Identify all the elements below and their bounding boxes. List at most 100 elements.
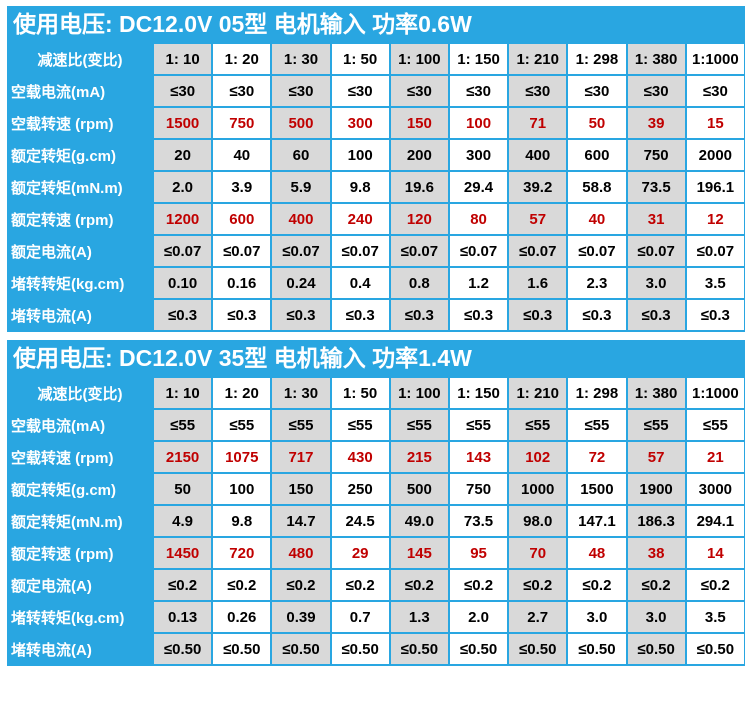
table-row: 堵转电流(A) ≤0.50 ≤0.50 ≤0.50 ≤0.50 ≤0.50 ≤0.50 ≤0.… — [8, 634, 744, 664]
value-cell: ≤0.50 — [331, 634, 389, 664]
row-label: 空载转速 (rpm) — [8, 108, 152, 138]
value-cell: 3.0 — [568, 602, 626, 632]
value-cell: ≤0.07 — [272, 236, 330, 266]
ratio-header-cell: 1: 20 — [213, 378, 271, 408]
value-cell: 80 — [449, 204, 508, 234]
row-label: 减速比(变比) — [8, 378, 152, 408]
value-cell: 3.5 — [686, 268, 744, 298]
ratio-header-cell: 1: 100 — [390, 44, 448, 74]
value-cell: ≤0.50 — [154, 634, 212, 664]
ratio-header-cell: 1:1000 — [686, 378, 744, 408]
value-cell: 3.9 — [213, 172, 271, 202]
row-label: 空载电流(mA) — [8, 76, 152, 106]
value-cell: ≤55 — [509, 410, 567, 440]
value-cell: 2.3 — [568, 268, 626, 298]
value-cell: 49.0 — [390, 506, 448, 536]
ratio-header-cell: 1: 50 — [331, 378, 389, 408]
value-cell: ≤0.3 — [213, 300, 271, 330]
value-cell: 73.5 — [449, 506, 508, 536]
value-cell: 120 — [390, 204, 448, 234]
value-cell: ≤0.2 — [686, 570, 744, 600]
value-cell: 100 — [449, 108, 508, 138]
value-cell: ≤55 — [568, 410, 626, 440]
value-cell: ≤55 — [686, 410, 744, 440]
ratio-header-cell: 1: 30 — [272, 44, 330, 74]
value-cell: 430 — [331, 442, 389, 472]
value-cell: 3.0 — [627, 602, 685, 632]
value-cell: 15 — [686, 108, 744, 138]
value-cell: 240 — [331, 204, 389, 234]
value-cell: 150 — [272, 474, 330, 504]
value-cell: 0.7 — [331, 602, 389, 632]
row-label: 堵转电流(A) — [8, 634, 152, 664]
row-label: 堵转转矩(kg.cm) — [8, 602, 152, 632]
header-row: 减速比(变比) 1: 10 1: 20 1: 30 1: 50 1: 100 1: 150 1… — [8, 44, 744, 74]
value-cell: ≤0.2 — [449, 570, 508, 600]
value-cell: ≤30 — [213, 76, 271, 106]
value-cell: 20 — [154, 140, 212, 170]
value-cell: 14.7 — [272, 506, 330, 536]
value-cell: ≤0.3 — [449, 300, 508, 330]
table-row: 堵转电流(A) ≤0.3 ≤0.3 ≤0.3 ≤0.3 ≤0.3 ≤0.3 ≤0.3 ≤0.3 ≤… — [8, 300, 744, 330]
value-cell: 3.5 — [686, 602, 744, 632]
value-cell: 1500 — [568, 474, 626, 504]
value-cell: 1200 — [154, 204, 212, 234]
row-label: 堵转电流(A) — [8, 300, 152, 330]
motor-spec-section-05: 使用电压: DC12.0V 05型 电机输入 功率0.6W 减速比(变比) 1: … — [7, 6, 745, 332]
ratio-header-cell: 1:1000 — [686, 44, 744, 74]
value-cell: ≤0.2 — [568, 570, 626, 600]
value-cell: ≤0.07 — [213, 236, 271, 266]
table-row: 空载电流(mA) ≤30 ≤30 ≤30 ≤30 ≤30 ≤30 ≤30 ≤30 ≤30 ≤30 — [8, 76, 744, 106]
value-cell: 2150 — [154, 442, 212, 472]
value-cell: 1900 — [627, 474, 685, 504]
ratio-header-cell: 1: 298 — [568, 378, 626, 408]
value-cell: ≤55 — [390, 410, 448, 440]
value-cell: 0.26 — [213, 602, 271, 632]
value-cell: ≤30 — [627, 76, 685, 106]
value-cell: 48 — [568, 538, 626, 568]
value-cell: 150 — [390, 108, 448, 138]
value-cell: 19.6 — [390, 172, 448, 202]
row-label: 空载电流(mA) — [8, 410, 152, 440]
value-cell: 200 — [390, 140, 448, 170]
value-cell: 2.0 — [449, 602, 508, 632]
value-cell: ≤0.3 — [272, 300, 330, 330]
value-cell: 1.3 — [390, 602, 448, 632]
value-cell: 31 — [627, 204, 685, 234]
row-label: 额定转速 (rpm) — [8, 204, 152, 234]
value-cell: ≤0.07 — [449, 236, 508, 266]
value-cell: 300 — [331, 108, 389, 138]
ratio-header-cell: 1: 298 — [568, 44, 626, 74]
ratio-header-cell: 1: 150 — [449, 378, 508, 408]
value-cell: 70 — [509, 538, 567, 568]
value-cell: 147.1 — [568, 506, 626, 536]
value-cell: ≤0.50 — [390, 634, 448, 664]
value-cell: ≤30 — [509, 76, 567, 106]
value-cell: 3.0 — [627, 268, 685, 298]
value-cell: 750 — [449, 474, 508, 504]
table-row: 额定转矩(g.cm) 50 100 150 250 500 750 1000 1500 1900 3… — [8, 474, 744, 504]
value-cell: 3000 — [686, 474, 744, 504]
value-cell: ≤0.07 — [509, 236, 567, 266]
value-cell: 12 — [686, 204, 744, 234]
table-row: 堵转转矩(kg.cm) 0.13 0.26 0.39 0.7 1.3 2.0 2.7 3.0 3.… — [8, 602, 744, 632]
value-cell: 0.24 — [272, 268, 330, 298]
table-row: 空载转速 (rpm) 2150 1075 717 430 215 143 102 72 57 21 — [8, 442, 744, 472]
value-cell: 750 — [213, 108, 271, 138]
value-cell: ≤0.50 — [568, 634, 626, 664]
section-title: 使用电压: DC12.0V 05型 电机输入 功率0.6W — [13, 11, 472, 37]
value-cell: 480 — [272, 538, 330, 568]
table-row: 额定电流(A) ≤0.07 ≤0.07 ≤0.07 ≤0.07 ≤0.07 ≤0.07 ≤0.… — [8, 236, 744, 266]
table-row: 堵转转矩(kg.cm) 0.10 0.16 0.24 0.4 0.8 1.2 1.6 2.3 3.… — [8, 268, 744, 298]
row-label: 额定电流(A) — [8, 570, 152, 600]
value-cell: ≤30 — [449, 76, 508, 106]
value-cell: 0.4 — [331, 268, 389, 298]
value-cell: 0.8 — [390, 268, 448, 298]
value-cell: 29 — [331, 538, 389, 568]
table-row: 额定转矩(g.cm) 20 40 60 100 200 300 400 600 750 2000 — [8, 140, 744, 170]
value-cell: 71 — [509, 108, 567, 138]
value-cell: ≤30 — [390, 76, 448, 106]
value-cell: ≤0.3 — [331, 300, 389, 330]
ratio-header-cell: 1: 380 — [627, 44, 685, 74]
table-row: 额定转速 (rpm) 1450 720 480 29 145 95 70 48 38 14 — [8, 538, 744, 568]
